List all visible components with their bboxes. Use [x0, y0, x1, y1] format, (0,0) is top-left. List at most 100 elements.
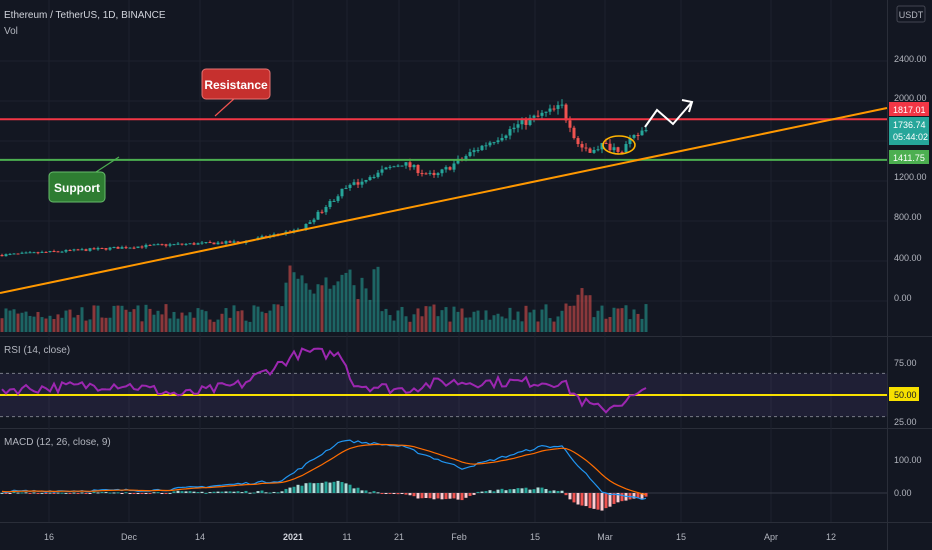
volume-bar: [448, 321, 452, 332]
volume-bar: [356, 299, 360, 332]
volume-bar: [144, 304, 148, 332]
macd-histogram-bar: [100, 492, 104, 494]
volume-bar: [524, 305, 528, 332]
candle-body: [352, 182, 356, 185]
volume-bar: [44, 318, 48, 332]
macd-histogram-bar: [616, 493, 620, 503]
macd-histogram-bar: [328, 482, 332, 493]
volume-bar: [156, 310, 160, 332]
candle-body: [164, 244, 168, 246]
grid: [0, 0, 887, 522]
volume-bar: [280, 306, 284, 332]
candle-body: [512, 127, 516, 130]
candle-body: [492, 142, 496, 144]
candle-body: [488, 142, 492, 146]
volume-bar: [184, 315, 188, 332]
volume-bar: [404, 316, 408, 332]
volume-bar: [8, 310, 12, 332]
candle-body: [148, 244, 152, 246]
resistance-price-badge: [889, 102, 929, 116]
candle-body: [260, 236, 264, 238]
volume-bar: [628, 319, 632, 332]
candle-body: [316, 211, 320, 220]
candle-body: [32, 252, 36, 254]
support-callout[interactable]: [48, 171, 106, 203]
macd-histogram-bar: [644, 493, 648, 497]
macd-histogram-bar: [12, 491, 16, 493]
currency-badge[interactable]: [896, 5, 926, 23]
macd-histogram-bar: [312, 483, 316, 493]
volume-bar: [516, 311, 520, 332]
candle-body: [644, 130, 648, 132]
volume-bar: [400, 306, 404, 332]
macd-histogram-bar: [472, 493, 476, 495]
volume-bar: [472, 311, 476, 332]
volume-label: Vol: [4, 26, 18, 37]
volume-bar: [72, 317, 76, 332]
candle-body: [132, 247, 136, 249]
volume-bar: [436, 316, 440, 332]
candle-body: [372, 176, 376, 178]
volume-bar: [80, 307, 84, 332]
macd-histogram-bar: [92, 491, 96, 493]
candle-body: [216, 242, 220, 245]
volume-bar: [348, 269, 352, 332]
macd-histogram-bar: [324, 481, 328, 493]
candle-body: [312, 219, 316, 223]
macd-histogram-bar: [316, 482, 320, 493]
volume-bar: [12, 309, 16, 332]
volume-bar: [152, 314, 156, 332]
volume-bar: [112, 305, 116, 332]
macd-histogram-bar: [520, 488, 524, 493]
macd-histogram-bar: [84, 493, 88, 494]
candle-body: [4, 254, 8, 257]
volume-bar: [376, 266, 380, 332]
macd-histogram-bar: [44, 493, 48, 494]
signal-line: [1, 443, 647, 496]
volume-bar: [36, 311, 40, 332]
volume-bar: [620, 308, 624, 332]
macd-histogram-bar: [572, 493, 576, 503]
macd-histogram-bar: [80, 492, 84, 494]
candle-body: [640, 130, 644, 136]
candle-body: [140, 246, 144, 248]
volume-bar: [76, 314, 80, 332]
candle-body: [592, 149, 596, 153]
macd-histogram-bar: [284, 488, 288, 493]
candle-body: [548, 108, 552, 112]
candle-body: [636, 135, 640, 137]
candle-body: [64, 249, 68, 252]
macd-histogram-bar: [444, 493, 448, 500]
macd-tick: 0.00: [894, 488, 912, 498]
candle-body: [588, 148, 592, 153]
macd-histogram-bar: [188, 491, 192, 493]
candle-body: [236, 241, 240, 243]
candle-body: [336, 196, 340, 201]
macd-histogram-bar: [20, 492, 24, 494]
resistance-callout[interactable]: [201, 68, 271, 100]
macd-histogram-bar: [604, 493, 608, 509]
volume-bar: [520, 321, 524, 332]
volume-bar: [360, 277, 364, 332]
macd-histogram-bar: [224, 491, 228, 493]
macd-histogram-bar: [340, 482, 344, 493]
macd-histogram-bar: [56, 492, 60, 494]
volume-bar: [200, 309, 204, 332]
time-tick: 21: [394, 532, 404, 542]
volume-bar: [124, 309, 128, 332]
volume-bar: [20, 312, 24, 332]
candle-body: [572, 127, 576, 139]
macd-histogram-bar: [468, 493, 472, 496]
volume-bar: [328, 288, 332, 332]
volume-bar: [568, 305, 572, 332]
macd-histogram-bar: [68, 493, 72, 494]
macd-histogram-bar: [152, 492, 156, 494]
candle-body: [560, 104, 564, 106]
macd-histogram-bar: [404, 493, 408, 495]
volume-bar: [104, 317, 108, 332]
volume-bar: [248, 321, 252, 332]
candle-body: [332, 200, 336, 202]
time-tick: 12: [826, 532, 836, 542]
candle-body: [360, 181, 364, 185]
